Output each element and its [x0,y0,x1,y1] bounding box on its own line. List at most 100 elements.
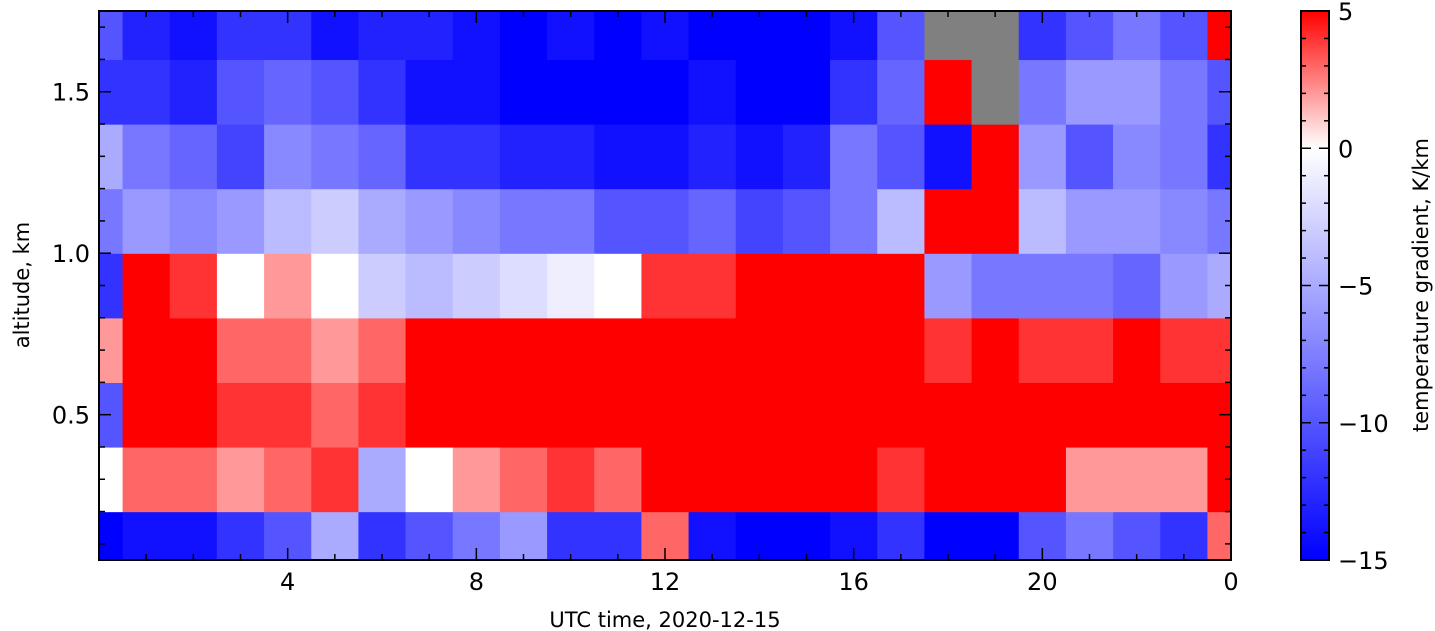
heatmap-cell [311,188,360,254]
heatmap-cell [358,59,407,125]
heatmap-cell [1018,382,1067,448]
heatmap-cell [122,11,171,61]
x-tick-label: 0 [1223,568,1238,596]
heatmap-cell [99,511,124,560]
x-axis-title: UTC time, 2020-12-15 [549,608,780,631]
heatmap-cell [641,59,690,125]
heatmap-cell [405,188,454,254]
y-tick-label: 1.0 [52,240,90,268]
heatmap-cell [547,317,595,383]
heatmap-cell [1160,124,1209,190]
heatmap-cell [830,317,878,383]
heatmap-cell [547,59,595,125]
heatmap-cell [830,382,878,448]
heatmap-cell [169,124,218,190]
heatmap-cell [311,382,360,448]
heatmap-cell [169,511,218,560]
heatmap-cell [264,382,312,448]
heatmap-cell [405,253,454,319]
heatmap-cell [735,124,784,190]
heatmap-cell [830,446,878,513]
heatmap-cell [1207,511,1231,560]
heatmap-cell [971,124,1020,190]
heatmap-cell [358,511,407,560]
heatmap-cell [877,382,926,448]
heatmap-cell [122,188,171,254]
heatmap-cell [1113,253,1161,319]
heatmap-cell [405,11,454,61]
heatmap-cell [216,124,265,190]
heatmap-cell [877,253,926,319]
heatmap-cell [122,446,171,513]
heatmap-cell [1018,253,1067,319]
heatmap-cell [1113,511,1161,560]
heatmap-cell [499,317,548,383]
colorbar-tick-label: −5 [1338,273,1373,301]
y-tick-label: 0.5 [52,402,90,430]
heatmap-cell [735,188,784,254]
heatmap-cell [122,511,171,560]
colorbar-axis: 5 0 −5 −10 −15 [1301,0,1389,575]
heatmap-cell [499,59,548,125]
heatmap-cell [877,124,926,190]
heatmap-cell [405,511,454,560]
heatmap-cell [594,446,643,513]
heatmap-cell [122,59,171,125]
heatmap-cell [452,446,501,513]
heatmap-cell [782,317,831,383]
heatmap-cell [1113,124,1161,190]
x-tick-label: 4 [280,568,295,596]
heatmap-cell [1160,188,1209,254]
heatmap-cell [1065,382,1114,448]
heatmap-cell [924,382,973,448]
heatmap-cell [971,11,1020,61]
heatmap-cell [971,59,1020,125]
heatmap-cell [358,382,407,448]
heatmap-cell [1207,253,1231,319]
heatmap-cell [924,446,973,513]
heatmap-cell [358,124,407,190]
heatmap-cell [311,59,360,125]
heatmap-cell [499,511,548,560]
heatmap [99,11,1231,560]
heatmap-cell [924,317,973,383]
heatmap-cell [311,253,360,319]
heatmap-cell [452,188,501,254]
heatmap-cell [169,317,218,383]
heatmap-cell [688,382,737,448]
heatmap-cell [641,124,690,190]
colorbar-tick-label: 5 [1338,0,1353,26]
heatmap-cell [1113,59,1161,125]
heatmap-cell [971,317,1020,383]
heatmap-cell [688,124,737,190]
colorbar-title: temperature gradient, K/km [1409,138,1433,432]
heatmap-cell [1018,188,1067,254]
heatmap-cell [1065,59,1114,125]
heatmap-cell [641,446,690,513]
heatmap-cell [594,11,643,61]
heatmap-cell [877,446,926,513]
heatmap-cell [735,59,784,125]
heatmap-cell [830,59,878,125]
heatmap-cell [499,382,548,448]
heatmap-cell [1113,11,1161,61]
heatmap-cell [735,382,784,448]
heatmap-cell [782,188,831,254]
heatmap-cell [547,253,595,319]
heatmap-cell [782,382,831,448]
heatmap-cell [264,253,312,319]
heatmap-cell [405,317,454,383]
heatmap-cell [547,446,595,513]
heatmap-cell [1160,382,1209,448]
heatmap-cell [924,188,973,254]
heatmap-cell [122,382,171,448]
heatmap-cell [641,382,690,448]
heatmap-cell [1160,59,1209,125]
heatmap-cell [405,59,454,125]
heatmap-cell [688,253,737,319]
heatmap-cell [358,446,407,513]
heatmap-cell [1065,446,1114,513]
heatmap-cell [122,124,171,190]
heatmap-cell [641,188,690,254]
heatmap-cell [311,124,360,190]
